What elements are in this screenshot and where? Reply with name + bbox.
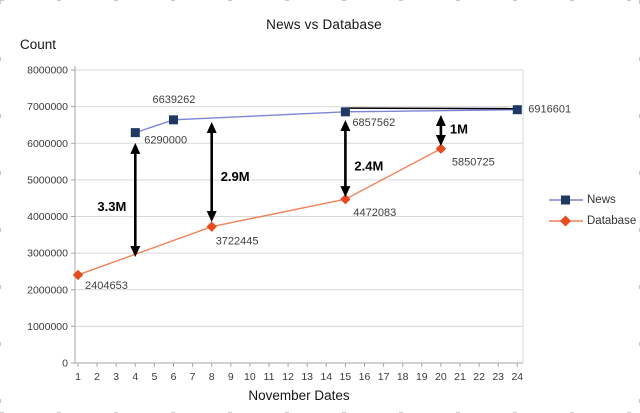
- arrowhead-up-icon: [206, 122, 217, 134]
- arrowhead-up-icon: [130, 142, 141, 154]
- news-data-label: 6857562: [352, 117, 395, 129]
- news-data-point[interactable]: [169, 115, 178, 125]
- difference-label: 3.3M: [97, 199, 126, 214]
- chart-title: News vs Database: [266, 17, 382, 32]
- database-data-point[interactable]: [72, 269, 84, 281]
- database-data-point[interactable]: [206, 221, 217, 232]
- news-data-label: 6916601: [528, 104, 571, 116]
- x-tick-label: 24: [511, 371, 523, 383]
- x-tick-label: 9: [228, 371, 234, 383]
- x-tick-label: 1: [75, 371, 81, 383]
- x-tick-label: 4: [132, 371, 138, 383]
- x-tick-label: 6: [171, 371, 177, 383]
- x-tick-label: 13: [301, 371, 313, 383]
- legend-item-news[interactable]: News: [549, 189, 639, 210]
- y-tick-label: 4000000: [27, 211, 68, 223]
- database-data-label: 4472083: [353, 207, 396, 219]
- legend: News Database: [549, 189, 639, 231]
- arrowhead-down-icon: [206, 210, 217, 222]
- arrowhead-down-icon: [435, 134, 446, 146]
- y-tick-label: 2000000: [27, 284, 68, 296]
- y-tick-label: 6000000: [27, 138, 68, 150]
- x-tick-label: 2: [94, 371, 100, 383]
- x-tick-label: 16: [359, 371, 371, 383]
- news-series-marker-icon: [549, 195, 583, 204]
- drawn-black-line: [347, 107, 514, 110]
- arrowhead-up-icon: [340, 119, 351, 131]
- x-tick-label: 7: [190, 371, 196, 383]
- y-axis-title: Count: [20, 37, 57, 52]
- legend-item-database[interactable]: Database: [549, 210, 639, 231]
- y-tick-label: 3000000: [27, 248, 68, 260]
- y-tick-label: 1000000: [27, 321, 68, 333]
- database-data-label: 2404653: [85, 280, 128, 292]
- y-tick-label: 5000000: [27, 174, 68, 186]
- legend-label-news: News: [587, 193, 616, 206]
- x-axis-title: November Dates: [248, 388, 350, 403]
- x-tick-label: 10: [244, 371, 256, 383]
- news-data-point[interactable]: [130, 128, 140, 138]
- x-tick-label: 21: [454, 371, 466, 383]
- news-data-label: 6639262: [153, 94, 196, 106]
- arrowhead-up-icon: [435, 115, 446, 127]
- x-tick-label: 23: [492, 371, 504, 383]
- y-tick-label: 8000000: [27, 65, 68, 77]
- x-tick-label: 15: [340, 371, 352, 383]
- x-tick-label: 17: [378, 371, 390, 383]
- x-tick-label: 12: [282, 371, 294, 383]
- x-tick-label: 18: [397, 371, 409, 383]
- database-series-line[interactable]: [77, 148, 442, 276]
- y-tick-label: 0: [62, 358, 68, 370]
- arrowhead-down-icon: [130, 245, 141, 257]
- legend-label-database: Database: [587, 214, 637, 227]
- arrowhead-down-icon: [340, 186, 351, 198]
- news-data-point[interactable]: [512, 105, 522, 115]
- x-tick-label: 20: [435, 371, 447, 383]
- database-data-point[interactable]: [340, 194, 351, 205]
- database-data-label: 3722445: [216, 236, 259, 248]
- x-tick-label: 3: [113, 371, 119, 383]
- difference-label: 2.4M: [354, 159, 383, 174]
- x-tick-label: 5: [151, 371, 157, 383]
- database-data-label: 5850725: [452, 157, 495, 169]
- database-data-point[interactable]: [435, 143, 447, 154]
- difference-label: 1M: [450, 122, 468, 137]
- y-tick-label: 7000000: [27, 101, 68, 113]
- x-tick-label: 14: [320, 371, 332, 383]
- news-data-point[interactable]: [340, 107, 350, 117]
- news-data-label: 6290000: [144, 135, 187, 147]
- database-series-marker-icon: [549, 215, 583, 226]
- news-series-line[interactable]: [135, 108, 518, 134]
- difference-label: 2.9M: [221, 169, 250, 184]
- x-tick-label: 11: [264, 371, 275, 383]
- x-tick-label: 8: [209, 371, 215, 383]
- x-tick-label: 22: [473, 371, 485, 383]
- x-tick-label: 19: [416, 371, 428, 383]
